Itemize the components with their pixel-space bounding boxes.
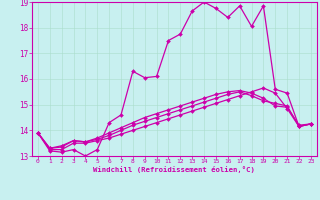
- X-axis label: Windchill (Refroidissement éolien,°C): Windchill (Refroidissement éolien,°C): [93, 166, 255, 173]
